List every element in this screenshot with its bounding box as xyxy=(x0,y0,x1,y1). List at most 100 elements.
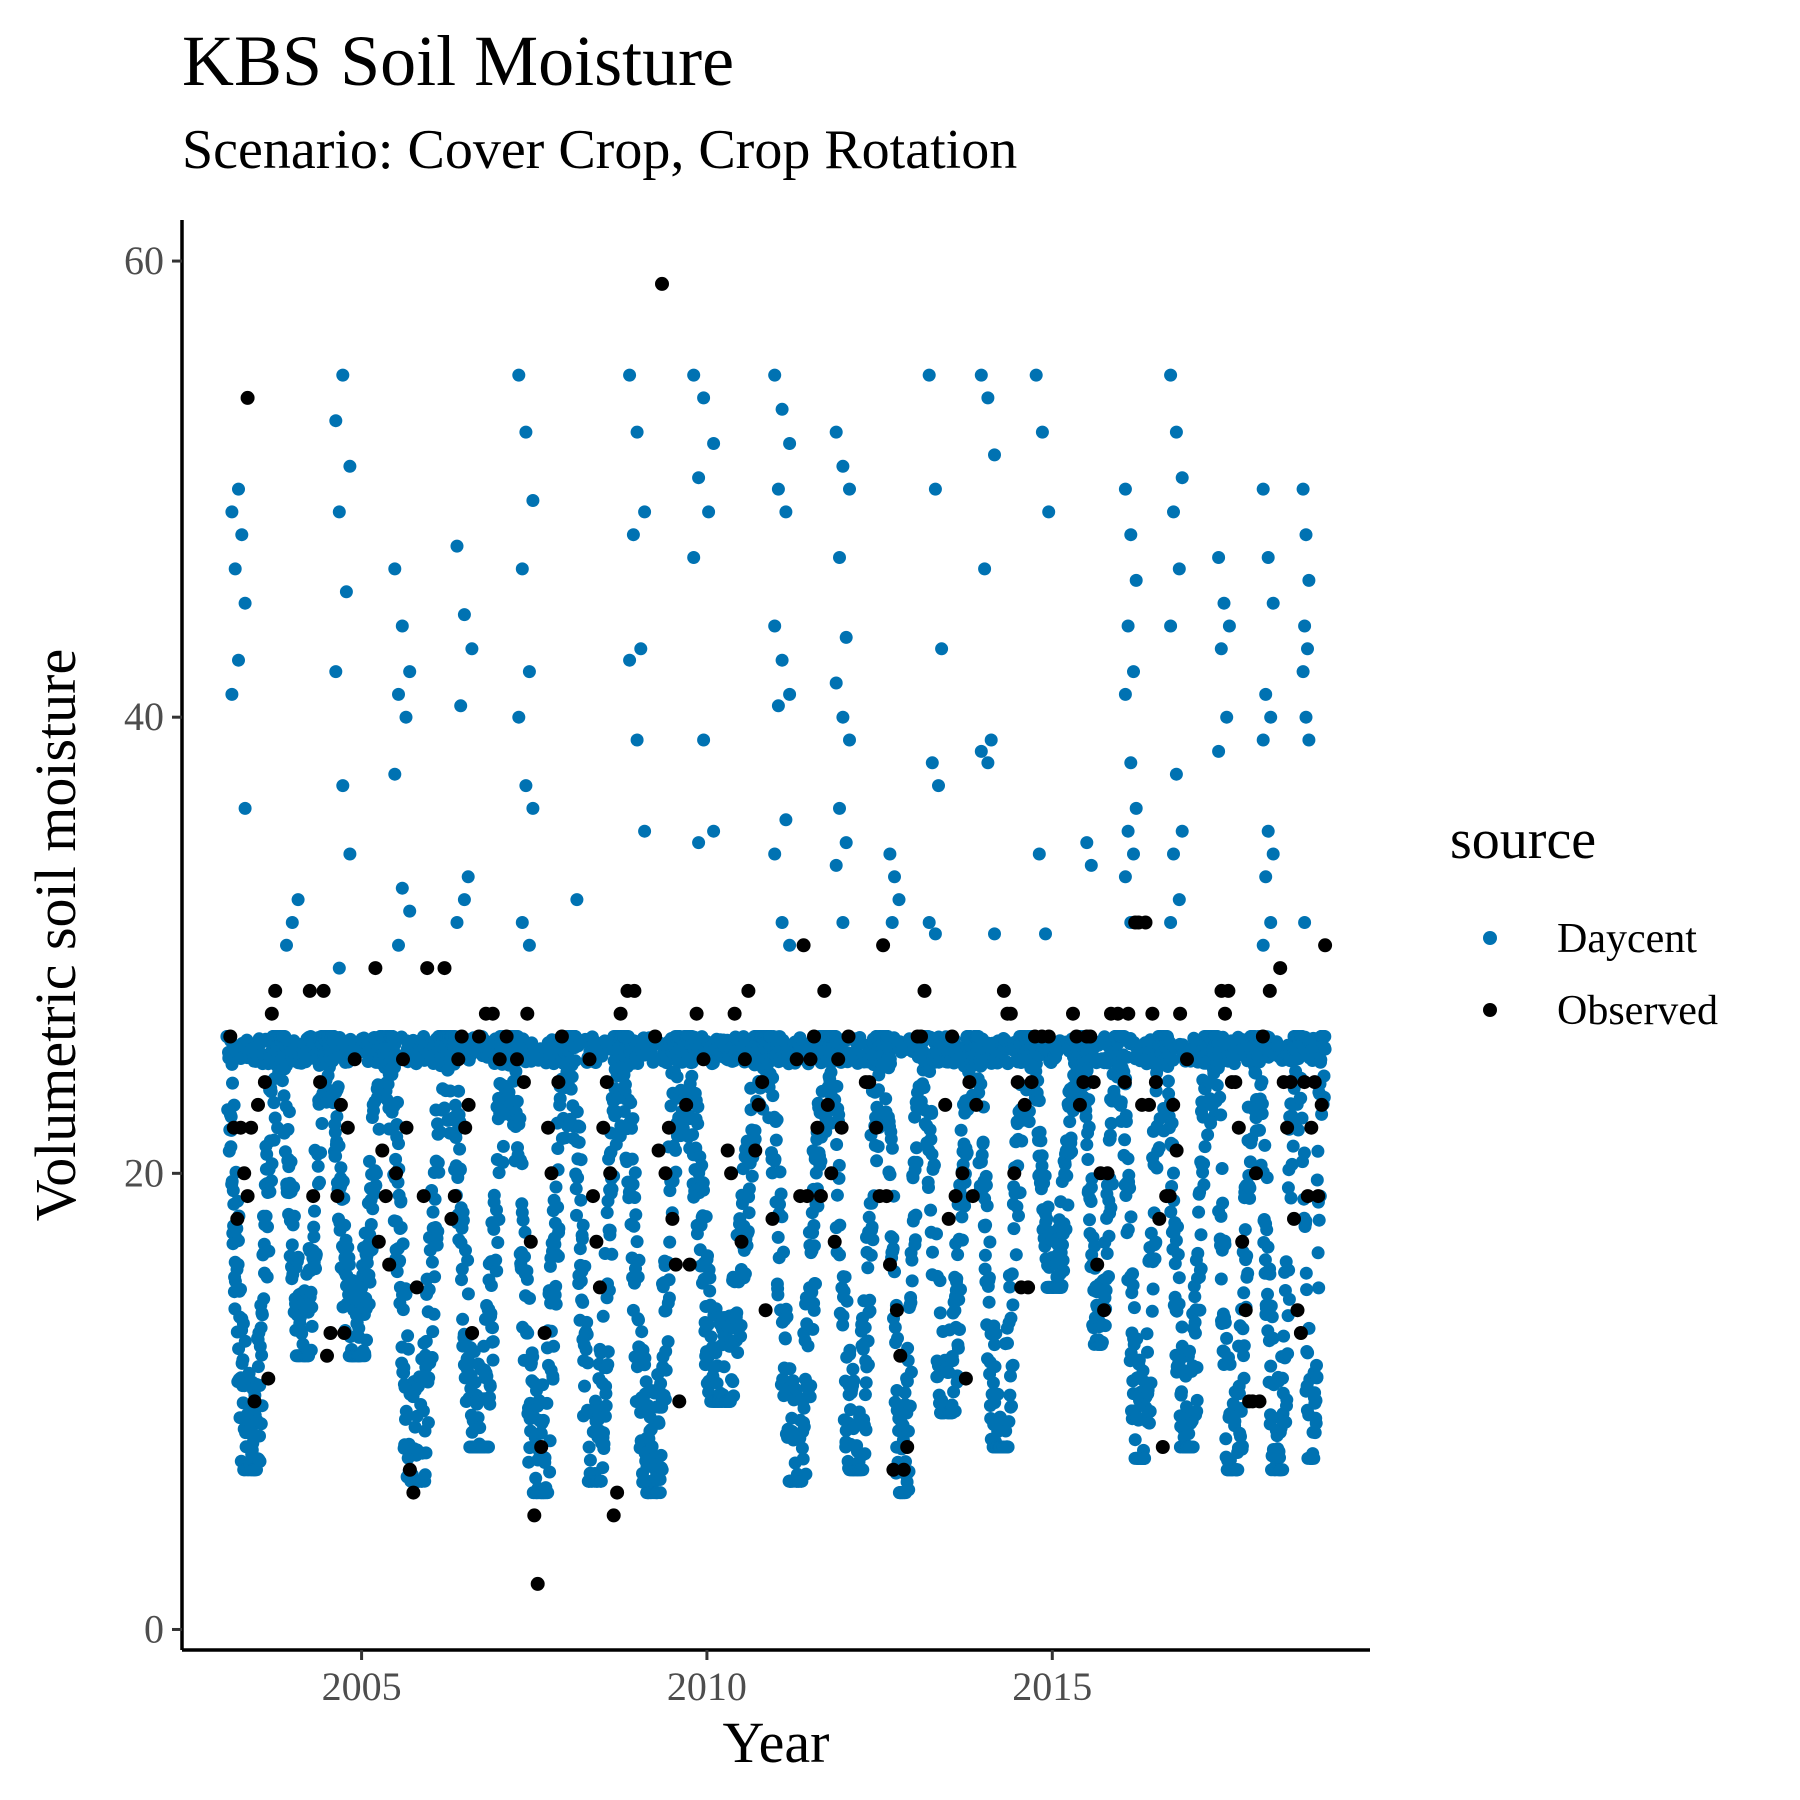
daycent-point xyxy=(416,1404,430,1418)
daycent-point xyxy=(910,1155,924,1169)
daycent-point xyxy=(473,1421,487,1435)
daycent-point xyxy=(885,1141,899,1155)
daycent-point xyxy=(1282,1292,1296,1306)
observed-point xyxy=(375,1143,390,1158)
observed-point xyxy=(755,1075,770,1090)
observed-point xyxy=(627,983,642,998)
observed-point xyxy=(492,1052,507,1067)
daycent-point xyxy=(1284,1191,1298,1205)
daycent-point xyxy=(626,1112,640,1126)
daycent-point xyxy=(905,1274,919,1288)
observed-point xyxy=(499,1029,514,1044)
daycent-point xyxy=(425,1255,439,1269)
daycent-point xyxy=(1136,1364,1150,1378)
daycent-point xyxy=(917,1081,931,1095)
observed-point xyxy=(523,1234,538,1249)
daycent-point xyxy=(1220,1331,1234,1345)
daycent-point xyxy=(1228,1414,1242,1428)
observed-point xyxy=(516,1075,531,1090)
daycent-point xyxy=(236,1317,250,1330)
observed-point xyxy=(1117,1075,1132,1090)
daycent-point xyxy=(522,938,536,952)
daycent-point xyxy=(291,1250,305,1264)
daycent-point xyxy=(238,596,252,610)
daycent-point xyxy=(768,368,782,382)
observed-point xyxy=(534,1440,549,1454)
daycent-point xyxy=(836,459,850,473)
daycent-point xyxy=(954,1123,968,1137)
daycent-point xyxy=(773,1165,787,1179)
observed-point xyxy=(672,1394,687,1409)
observed-point xyxy=(330,1189,345,1204)
observed-point xyxy=(1086,1075,1101,1090)
daycent-point xyxy=(1237,1349,1250,1363)
daycent-point xyxy=(226,1184,240,1198)
daycent-point xyxy=(255,1308,269,1322)
daycent-point xyxy=(578,1379,591,1393)
daycent-point xyxy=(1266,1331,1280,1345)
daycent-point xyxy=(661,1335,675,1349)
daycent-point xyxy=(1150,1161,1164,1175)
daycent-point xyxy=(1318,1030,1332,1043)
daycent-point xyxy=(1302,573,1316,587)
daycent-point xyxy=(1123,1181,1137,1195)
daycent-point xyxy=(461,1287,475,1301)
daycent-point xyxy=(701,1318,715,1332)
daycent-point xyxy=(287,1209,301,1223)
daycent-point xyxy=(330,1110,344,1123)
daycent-point xyxy=(238,1334,252,1348)
daycent-point xyxy=(1213,1090,1227,1104)
daycent-point xyxy=(232,482,245,496)
daycent-point xyxy=(1214,642,1228,656)
daycent-point xyxy=(1264,916,1278,929)
daycent-point xyxy=(980,1199,994,1213)
daycent-point xyxy=(870,1154,884,1168)
observed-point xyxy=(240,390,255,405)
daycent-point xyxy=(623,653,637,667)
daycent-point xyxy=(225,687,239,701)
daycent-point xyxy=(541,1486,555,1500)
daycent-point xyxy=(697,1183,710,1197)
observed-point xyxy=(527,1508,542,1523)
daycent-point xyxy=(1188,1290,1202,1304)
daycent-point xyxy=(393,1254,407,1268)
observed-point xyxy=(244,1120,259,1135)
daycent-point xyxy=(978,1248,992,1262)
daycent-point xyxy=(336,368,350,382)
daycent-point xyxy=(421,1416,435,1430)
daycent-point xyxy=(879,1092,893,1106)
legend-title: source xyxy=(1450,809,1596,871)
daycent-point xyxy=(988,1360,1002,1374)
daycent-point xyxy=(1035,1159,1049,1173)
daycent-point xyxy=(519,779,533,793)
daycent-point xyxy=(839,630,853,644)
y-axis-label: Volumetric soil moisture xyxy=(23,649,88,1221)
daycent-point xyxy=(922,916,936,929)
daycent-point xyxy=(263,1185,277,1199)
daycent-point xyxy=(741,1224,755,1238)
observed-point xyxy=(465,1326,480,1340)
daycent-point xyxy=(395,619,409,633)
daycent-point xyxy=(394,1221,408,1234)
daycent-point xyxy=(601,1358,615,1371)
daycent-point xyxy=(1296,482,1310,496)
observed-point xyxy=(371,1234,386,1249)
daycent-point xyxy=(974,744,988,758)
daycent-point xyxy=(1276,1463,1290,1477)
observed-point xyxy=(1235,1234,1250,1249)
observed-point xyxy=(610,1485,625,1500)
daycent-point xyxy=(888,1320,902,1334)
observed-point xyxy=(368,961,383,976)
observed-point xyxy=(333,1097,348,1112)
daycent-point xyxy=(1259,870,1273,884)
daycent-point xyxy=(1098,1319,1112,1333)
daycent-point xyxy=(635,1325,649,1339)
daycent-point xyxy=(339,585,353,599)
daycent-point xyxy=(1005,1399,1018,1413)
daycent-point xyxy=(428,1192,442,1206)
daycent-point xyxy=(795,1441,809,1455)
daycent-point xyxy=(461,1253,475,1267)
observed-point xyxy=(1021,1280,1036,1295)
daycent-point xyxy=(536,1378,550,1392)
daycent-point xyxy=(843,482,856,496)
